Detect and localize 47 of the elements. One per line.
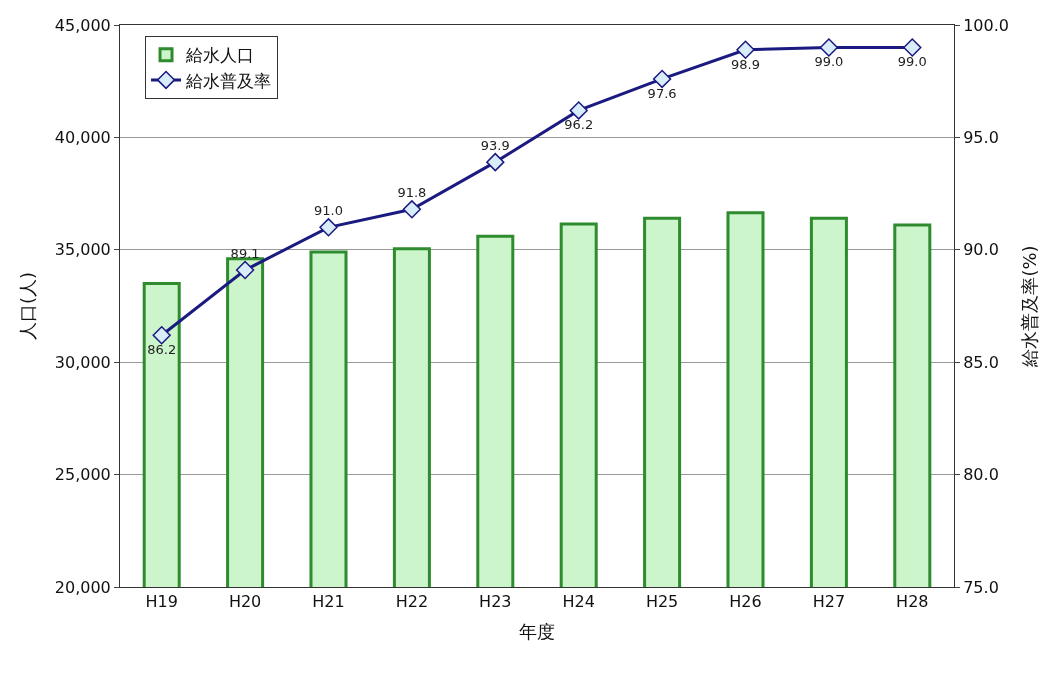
data-label: 89.1 [230,245,260,261]
y2-tick-label: 85.0 [963,352,999,372]
x-tick-label: H26 [729,592,762,612]
data-label: 93.9 [480,137,510,153]
y2-tick-label: 80.0 [963,465,999,485]
x-tick-label: H20 [228,592,262,612]
x-tick-label: H25 [645,592,679,612]
y2-tick-label: 75.0 [963,577,999,597]
x-tick-label: H24 [562,592,595,612]
data-label: 98.9 [731,56,760,72]
y-tick-label: 35,000 [54,240,111,260]
x-tick-label: H22 [395,592,429,612]
y-tick-label: 45,000 [54,15,111,35]
data-label: 96.2 [564,117,594,133]
point [152,326,171,345]
x-tick-label: H19 [145,592,178,612]
legend-label: 給水普及率 [185,70,272,91]
y2-tick-label: 100.0 [963,15,1010,35]
point [402,200,422,219]
y-axis-title: 人口(人) [17,271,39,341]
y-tick-label: 40,000 [54,128,111,147]
data-label: 99.0 [814,54,844,70]
x-tick-label: H21 [312,592,345,612]
point [903,38,922,57]
legend-label: 給水人口 [185,45,255,66]
y2-axis-title: 給水普及率(%) [1019,245,1041,368]
y-tick-label: 25,000 [54,465,111,485]
data-label: 97.6 [647,85,677,101]
y2-tick-label: 95.0 [963,128,999,147]
point [319,218,338,237]
point [652,69,672,89]
y-tick-label: 20,000 [54,577,111,597]
x-tick-label: H28 [896,592,929,612]
x-axis-title: 年度 [519,621,555,643]
point [819,38,839,57]
point [486,152,505,172]
point [569,101,588,120]
point [235,260,255,280]
y2-tick-label: 90.0 [963,240,999,260]
data-label: 91.8 [397,184,427,200]
x-tick-label: H23 [479,592,512,612]
point [736,40,755,59]
data-label: 86.2 [147,342,177,358]
x-tick-label: H27 [812,592,846,612]
y-tick-label: 30,000 [54,352,111,372]
data-label: 99.0 [897,54,927,70]
data-label: 91.0 [314,202,343,218]
